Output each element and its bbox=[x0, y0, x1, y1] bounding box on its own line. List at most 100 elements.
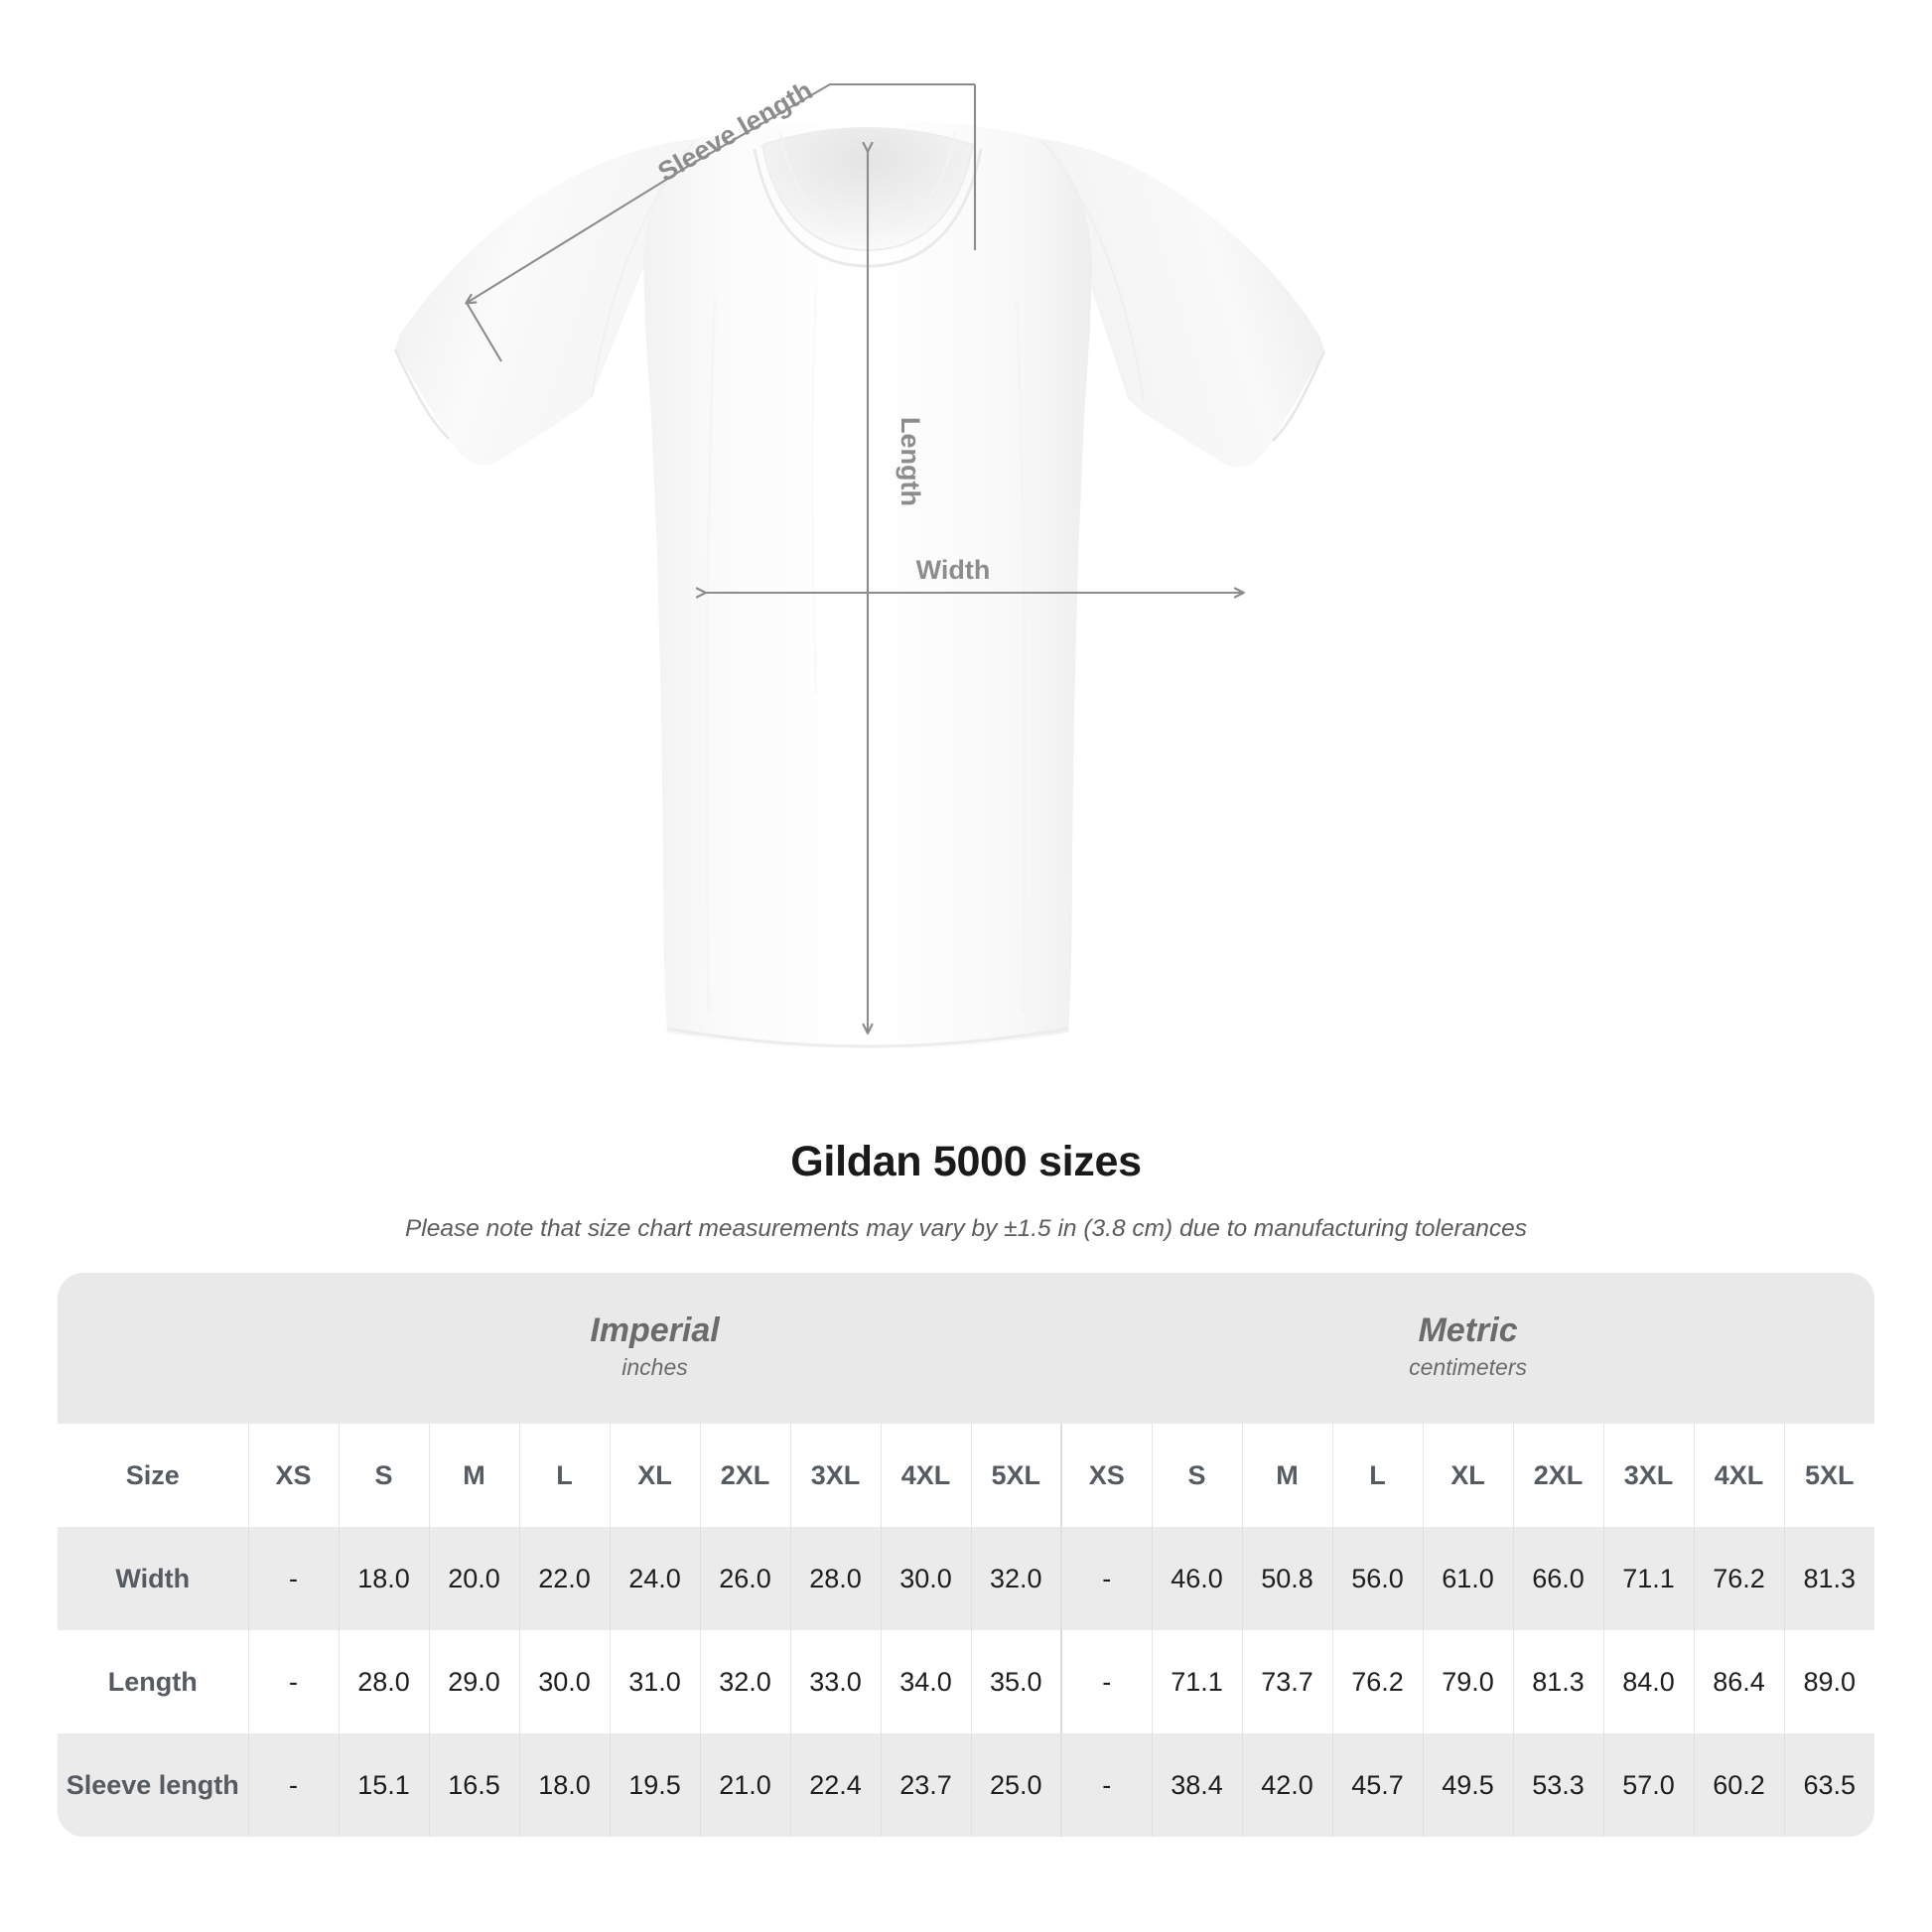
size-header-metric-xl: XL bbox=[1422, 1424, 1514, 1527]
width-label: Width bbox=[916, 555, 991, 585]
cell-sleeve-length-metric-5xl: 63.5 bbox=[1783, 1733, 1875, 1837]
cell-width-metric-xl: 61.0 bbox=[1422, 1527, 1514, 1630]
size-header-metric-4xl: 4XL bbox=[1693, 1424, 1785, 1527]
page-title: Gildan 5000 sizes bbox=[790, 1138, 1142, 1185]
cell-width-metric-s: 46.0 bbox=[1151, 1527, 1243, 1630]
cell-length-metric-3xl: 84.0 bbox=[1602, 1630, 1695, 1733]
unit-banner-spacer bbox=[58, 1273, 248, 1424]
cell-sleeve-length-metric-3xl: 57.0 bbox=[1602, 1733, 1695, 1837]
cell-sleeve-length-imperial-xs: - bbox=[247, 1733, 339, 1837]
cell-width-metric-m: 50.8 bbox=[1241, 1527, 1333, 1630]
cell-sleeve-length-imperial-l: 18.0 bbox=[518, 1733, 610, 1837]
unit-banner-row: Imperial inches Metric centimeters bbox=[58, 1273, 1875, 1424]
cell-length-metric-xs: - bbox=[1060, 1630, 1153, 1733]
cell-length-metric-4xl: 86.4 bbox=[1693, 1630, 1785, 1733]
cell-length-imperial-5xl: 35.0 bbox=[970, 1630, 1062, 1733]
size-header-imperial-4xl: 4XL bbox=[880, 1424, 971, 1527]
page-subtitle: Please note that size chart measurements… bbox=[404, 1214, 1528, 1242]
size-header-imperial-s: S bbox=[338, 1424, 429, 1527]
size-header-metric-m: M bbox=[1241, 1424, 1333, 1527]
cell-width-imperial-s: 18.0 bbox=[338, 1527, 429, 1630]
cell-sleeve-length-imperial-s: 15.1 bbox=[338, 1733, 429, 1837]
size-header-metric-xs: XS bbox=[1060, 1424, 1153, 1527]
cell-sleeve-length-metric-4xl: 60.2 bbox=[1693, 1733, 1785, 1837]
size-chart-table: Imperial inches Metric centimeters Size XS S M… bbox=[58, 1273, 1875, 1837]
table-row: Sleeve length -15.1 16.5 18.0 19.5 21.0 22.4 23… bbox=[58, 1733, 1875, 1837]
cell-width-imperial-xl: 24.0 bbox=[609, 1527, 700, 1630]
size-header-metric-2xl: 2XL bbox=[1512, 1424, 1604, 1527]
cell-sleeve-length-imperial-5xl: 25.0 bbox=[970, 1733, 1062, 1837]
cell-length-imperial-xs: - bbox=[247, 1630, 339, 1733]
size-header-imperial-xl: XL bbox=[609, 1424, 700, 1527]
unit-group-name: Metric bbox=[1418, 1311, 1518, 1350]
cell-length-metric-5xl: 89.0 bbox=[1783, 1630, 1875, 1733]
cell-length-imperial-l: 30.0 bbox=[518, 1630, 610, 1733]
row-label-length: Length bbox=[58, 1630, 248, 1733]
size-header-metric-l: L bbox=[1331, 1424, 1424, 1527]
cell-width-metric-4xl: 76.2 bbox=[1693, 1527, 1785, 1630]
cell-length-metric-l: 76.2 bbox=[1331, 1630, 1424, 1733]
cell-width-imperial-l: 22.0 bbox=[518, 1527, 610, 1630]
size-header-metric-5xl: 5XL bbox=[1783, 1424, 1875, 1527]
cell-width-imperial-m: 20.0 bbox=[428, 1527, 519, 1630]
cell-width-imperial-xs: - bbox=[247, 1527, 339, 1630]
table-row: Width -18.0 20.0 22.0 24.0 26.0 28.0 30.0 32.0-4… bbox=[58, 1527, 1875, 1630]
cell-width-imperial-2xl: 26.0 bbox=[699, 1527, 790, 1630]
cell-length-imperial-xl: 31.0 bbox=[609, 1630, 700, 1733]
cell-width-imperial-5xl: 32.0 bbox=[970, 1527, 1062, 1630]
cell-sleeve-length-metric-s: 38.4 bbox=[1151, 1733, 1243, 1837]
table-row: Length -28.0 29.0 30.0 31.0 32.0 33.0 34.0 35.0-… bbox=[58, 1630, 1875, 1733]
cell-length-imperial-m: 29.0 bbox=[428, 1630, 519, 1733]
cell-sleeve-length-metric-xs: - bbox=[1060, 1733, 1153, 1837]
cell-width-metric-l: 56.0 bbox=[1331, 1527, 1424, 1630]
cell-length-imperial-3xl: 33.0 bbox=[789, 1630, 881, 1733]
cell-width-metric-xs: - bbox=[1060, 1527, 1153, 1630]
sleeve-length-dimension bbox=[467, 82, 977, 362]
tshirt-diagram: Sleeve length Length Width bbox=[393, 75, 1326, 1051]
unit-group-subtitle: inches bbox=[621, 1354, 688, 1381]
cell-sleeve-length-metric-m: 42.0 bbox=[1241, 1733, 1333, 1837]
size-header-row: Size XS S M L XL 2XL 3XL 4XL 5XL XS S M L XL 2XL 3XL 4XL 5… bbox=[58, 1424, 1875, 1527]
cell-length-metric-s: 71.1 bbox=[1151, 1630, 1243, 1733]
title-block: Gildan 5000 sizes Please note that size … bbox=[0, 1137, 1932, 1243]
cell-length-imperial-4xl: 34.0 bbox=[880, 1630, 971, 1733]
cell-sleeve-length-metric-xl: 49.5 bbox=[1422, 1733, 1514, 1837]
cell-sleeve-length-imperial-m: 16.5 bbox=[428, 1733, 519, 1837]
size-header-imperial-m: M bbox=[428, 1424, 519, 1527]
cell-sleeve-length-metric-2xl: 53.3 bbox=[1512, 1733, 1604, 1837]
size-header-metric-3xl: 3XL bbox=[1602, 1424, 1695, 1527]
cell-sleeve-length-imperial-xl: 19.5 bbox=[609, 1733, 700, 1837]
cell-width-imperial-4xl: 30.0 bbox=[880, 1527, 971, 1630]
length-label: Length bbox=[896, 417, 925, 506]
size-chart-table-container: Imperial inches Metric centimeters Size XS S M… bbox=[58, 1273, 1875, 1837]
cell-width-metric-5xl: 81.3 bbox=[1783, 1527, 1875, 1630]
cell-width-metric-3xl: 71.1 bbox=[1602, 1527, 1695, 1630]
row-label-width: Width bbox=[58, 1527, 248, 1630]
size-header-imperial-xs: XS bbox=[247, 1424, 339, 1527]
size-column-header: Size bbox=[58, 1424, 248, 1527]
tshirt-illustration: Sleeve length Length Width bbox=[393, 75, 1326, 1051]
cell-length-metric-xl: 79.0 bbox=[1422, 1630, 1514, 1733]
cell-length-imperial-2xl: 32.0 bbox=[699, 1630, 790, 1733]
unit-group-metric: Metric centimeters bbox=[1061, 1273, 1875, 1424]
cell-length-metric-m: 73.7 bbox=[1241, 1630, 1333, 1733]
size-header-imperial-3xl: 3XL bbox=[789, 1424, 881, 1527]
cell-width-imperial-3xl: 28.0 bbox=[789, 1527, 881, 1630]
measurement-annotations bbox=[467, 82, 1243, 1033]
row-label-sleeve-length: Sleeve length bbox=[58, 1733, 248, 1837]
size-header-imperial-l: L bbox=[518, 1424, 610, 1527]
cell-sleeve-length-imperial-4xl: 23.7 bbox=[880, 1733, 971, 1837]
size-header-metric-s: S bbox=[1151, 1424, 1243, 1527]
unit-group-subtitle: centimeters bbox=[1409, 1354, 1527, 1381]
unit-group-name: Imperial bbox=[590, 1311, 720, 1350]
cell-width-metric-2xl: 66.0 bbox=[1512, 1527, 1604, 1630]
cell-sleeve-length-imperial-2xl: 21.0 bbox=[699, 1733, 790, 1837]
tshirt-shape bbox=[393, 119, 1326, 1051]
cell-sleeve-length-metric-l: 45.7 bbox=[1331, 1733, 1424, 1837]
cell-length-imperial-s: 28.0 bbox=[338, 1630, 429, 1733]
size-header-imperial-5xl: 5XL bbox=[970, 1424, 1062, 1527]
cell-length-metric-2xl: 81.3 bbox=[1512, 1630, 1604, 1733]
size-header-imperial-2xl: 2XL bbox=[699, 1424, 790, 1527]
cell-sleeve-length-imperial-3xl: 22.4 bbox=[789, 1733, 881, 1837]
unit-group-imperial: Imperial inches bbox=[248, 1273, 1062, 1424]
